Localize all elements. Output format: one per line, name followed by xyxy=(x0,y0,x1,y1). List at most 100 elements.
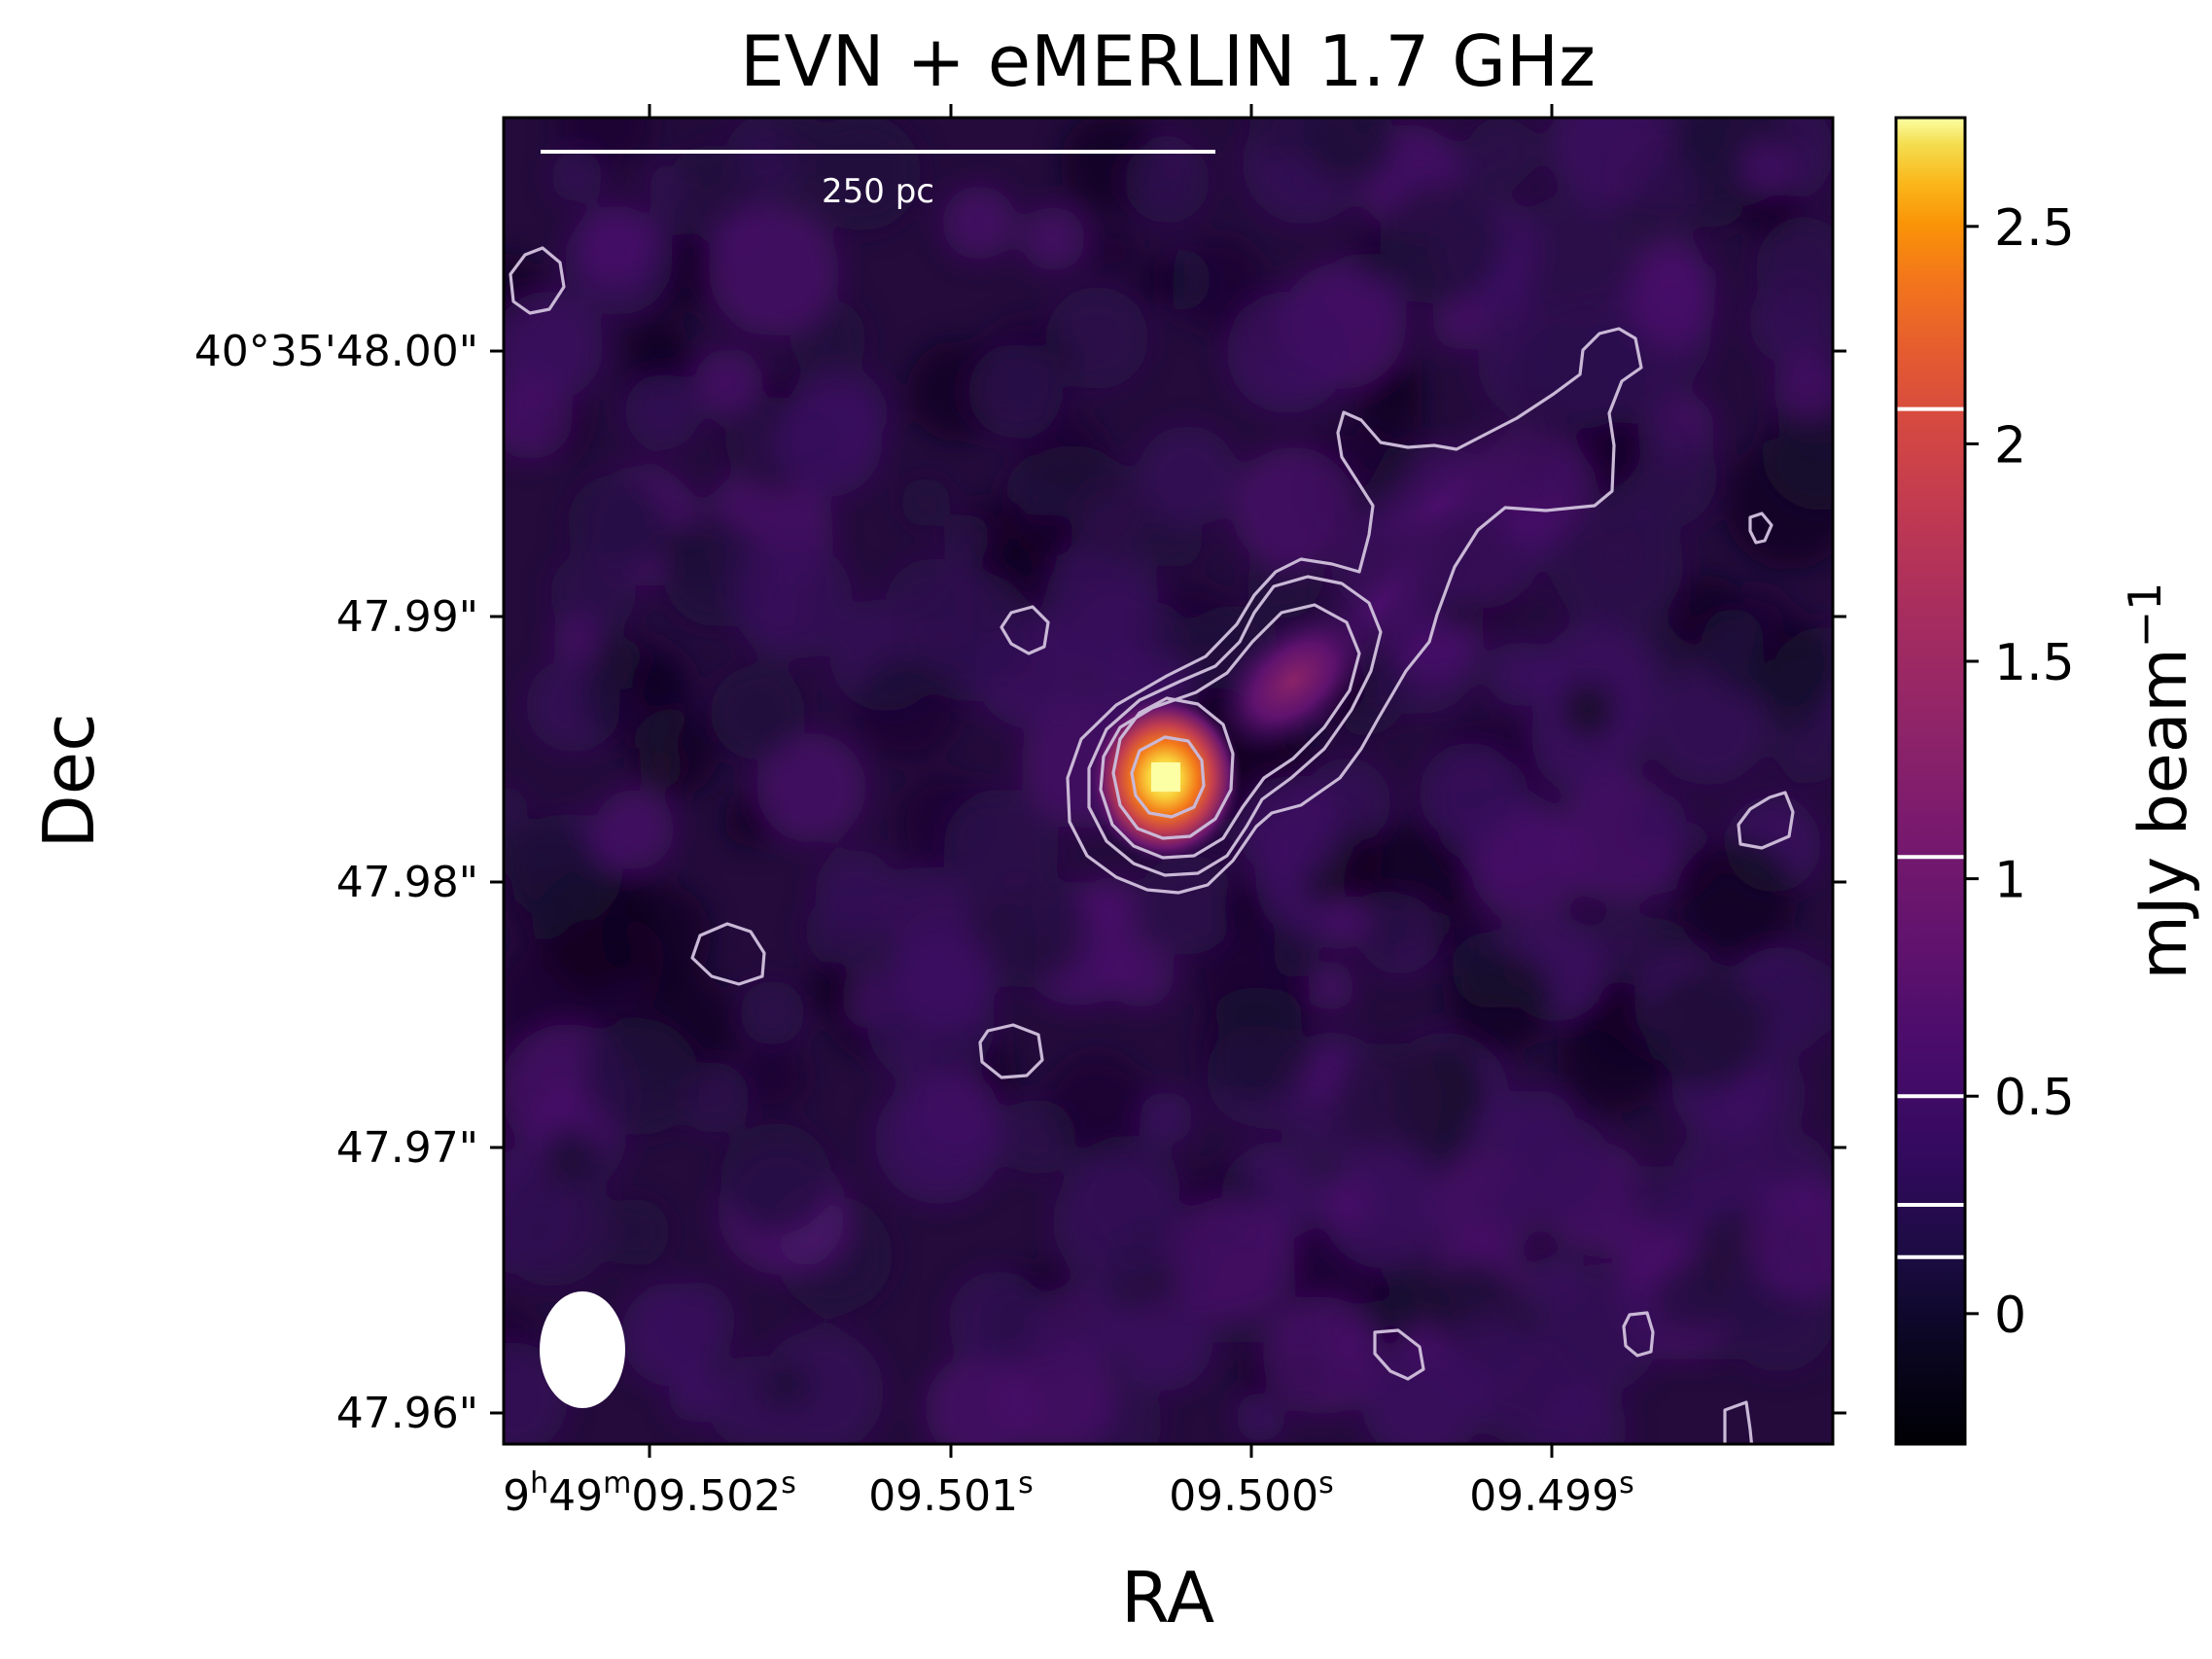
noise-blob xyxy=(776,406,854,484)
x-tick-label-part: s xyxy=(1318,1466,1334,1500)
noise-blob xyxy=(694,348,762,417)
colorbar-tick-label: 1 xyxy=(1994,852,2026,910)
noise-blob xyxy=(1169,1196,1294,1322)
noise-blob xyxy=(1089,227,1137,274)
x-tick-label: 9h49m09.502s xyxy=(503,1466,796,1521)
noise-blob xyxy=(1148,513,1203,568)
beam-ellipse xyxy=(540,1291,625,1408)
noise-blob xyxy=(1107,940,1175,1008)
noise-blob xyxy=(1551,498,1684,630)
contour-level-1 xyxy=(1066,327,1643,895)
noise-blob xyxy=(1703,608,1764,670)
noise-contour xyxy=(1000,605,1050,655)
contour-level-2 xyxy=(1087,575,1383,877)
noise-blob xyxy=(720,1122,832,1234)
y-tick-label: 47.97" xyxy=(336,1123,478,1173)
noise-blob xyxy=(1226,291,1350,414)
x-axis-label: RA xyxy=(1121,1557,1214,1639)
colorbar-ticks: 0 0.5 1 1.5 2 2.5 xyxy=(1965,199,2075,1345)
noise-blob xyxy=(1623,1166,1685,1227)
colorbar-tick-label: 2 xyxy=(1994,416,2026,475)
noise-contour xyxy=(690,922,766,986)
noise-blob xyxy=(668,1370,721,1423)
x-tick-label-part: 09.500 xyxy=(1169,1471,1318,1521)
y-tick-label: 47.96" xyxy=(336,1389,478,1438)
noise-blob xyxy=(1644,966,1768,1090)
colorbar-tick-label: 1.5 xyxy=(1994,634,2075,692)
noise-blob xyxy=(504,786,528,834)
noise-blob xyxy=(1466,118,1537,188)
noise-blob xyxy=(1420,743,1520,844)
x-tick-label-part: 49 xyxy=(548,1471,603,1521)
noise-blob xyxy=(900,477,951,527)
noise-blob xyxy=(948,1271,1048,1371)
noise-blob xyxy=(1629,794,1687,851)
noise-blob xyxy=(1598,912,1651,966)
noise-blob xyxy=(815,850,896,931)
noise-blob xyxy=(1248,118,1327,159)
noise-blob xyxy=(1113,1290,1213,1392)
noise-blob xyxy=(553,615,602,663)
x-tick-label-part: s xyxy=(1018,1466,1034,1500)
noise-blob xyxy=(1236,1393,1285,1442)
noise-blob xyxy=(756,733,866,843)
noise-blob xyxy=(943,789,1059,904)
noise-blob xyxy=(1761,391,1833,511)
noise-blob xyxy=(1560,681,1618,739)
noise-blob xyxy=(1309,964,1354,1010)
noise-blob xyxy=(582,1018,699,1135)
x-tick-label: 09.501s xyxy=(868,1466,1034,1521)
colorbar-tick-label: 0 xyxy=(1994,1287,2026,1345)
map-frame xyxy=(502,116,1835,1446)
noise-blob xyxy=(740,980,805,1045)
noise-blob xyxy=(666,145,753,231)
noise-blob xyxy=(1361,1340,1484,1444)
noise-blob xyxy=(1675,838,1798,961)
y-tick-label: 47.99" xyxy=(336,592,478,642)
contours xyxy=(509,246,1795,1444)
noise-blob xyxy=(1380,181,1503,304)
noise-blob xyxy=(504,818,598,914)
noise-blob xyxy=(504,291,604,403)
x-tick-label-part: 9 xyxy=(503,1471,530,1521)
colorbar-contour-levels xyxy=(1896,406,1965,1259)
noise-blob xyxy=(1053,1156,1184,1288)
noise-blob xyxy=(942,186,1016,260)
noise-blob xyxy=(731,538,853,659)
noise-blob xyxy=(1046,543,1159,655)
noise-blob xyxy=(602,1198,670,1266)
x-tick-label-part: m xyxy=(603,1466,631,1500)
x-axis-ticks: 9h49m09.502s 09.501s 09.500s 09.499s xyxy=(503,104,1634,1521)
noise-blob xyxy=(1333,1042,1452,1161)
noise-blob xyxy=(1319,1179,1371,1231)
x-tick-label-part: 09.499 xyxy=(1469,1471,1619,1521)
colorbar-frame xyxy=(1894,116,1967,1446)
noise-blob xyxy=(709,205,839,336)
noise-blob xyxy=(896,932,993,1029)
noise-blob xyxy=(1172,236,1268,333)
noise-blob xyxy=(656,1281,736,1361)
colorbar-tick-label: 2.5 xyxy=(1994,199,2075,258)
noise-blob xyxy=(1302,118,1395,187)
noise-blob xyxy=(1756,218,1833,316)
noise-blob xyxy=(1272,930,1319,976)
noise-blob xyxy=(1046,1054,1148,1155)
noise-blob xyxy=(1401,1321,1447,1366)
noise-blob xyxy=(1760,957,1833,1041)
y-tick-label: 40°35'48.00" xyxy=(194,327,478,376)
noise-blob xyxy=(774,118,823,163)
x-tick-label-part: h xyxy=(530,1466,548,1500)
noise-blob xyxy=(1746,1178,1833,1299)
noise-contour xyxy=(1737,791,1795,850)
noise-blob xyxy=(1237,775,1342,880)
noise-blob xyxy=(1137,426,1239,527)
y-axis-ticks: 40°35'48.00" 47.99" 47.98" 47.97" 47.96" xyxy=(194,327,1846,1438)
colorbar-label: mJy beam−1 xyxy=(2119,582,2202,980)
x-tick-label-part: 09.501 xyxy=(868,1471,1018,1521)
noise-blob xyxy=(1021,206,1085,271)
noise-blob xyxy=(622,312,687,377)
noise-contour xyxy=(1622,1311,1655,1358)
noise-blob xyxy=(568,475,666,573)
noise-blob xyxy=(1528,1380,1627,1444)
noise-blob xyxy=(504,1165,614,1287)
